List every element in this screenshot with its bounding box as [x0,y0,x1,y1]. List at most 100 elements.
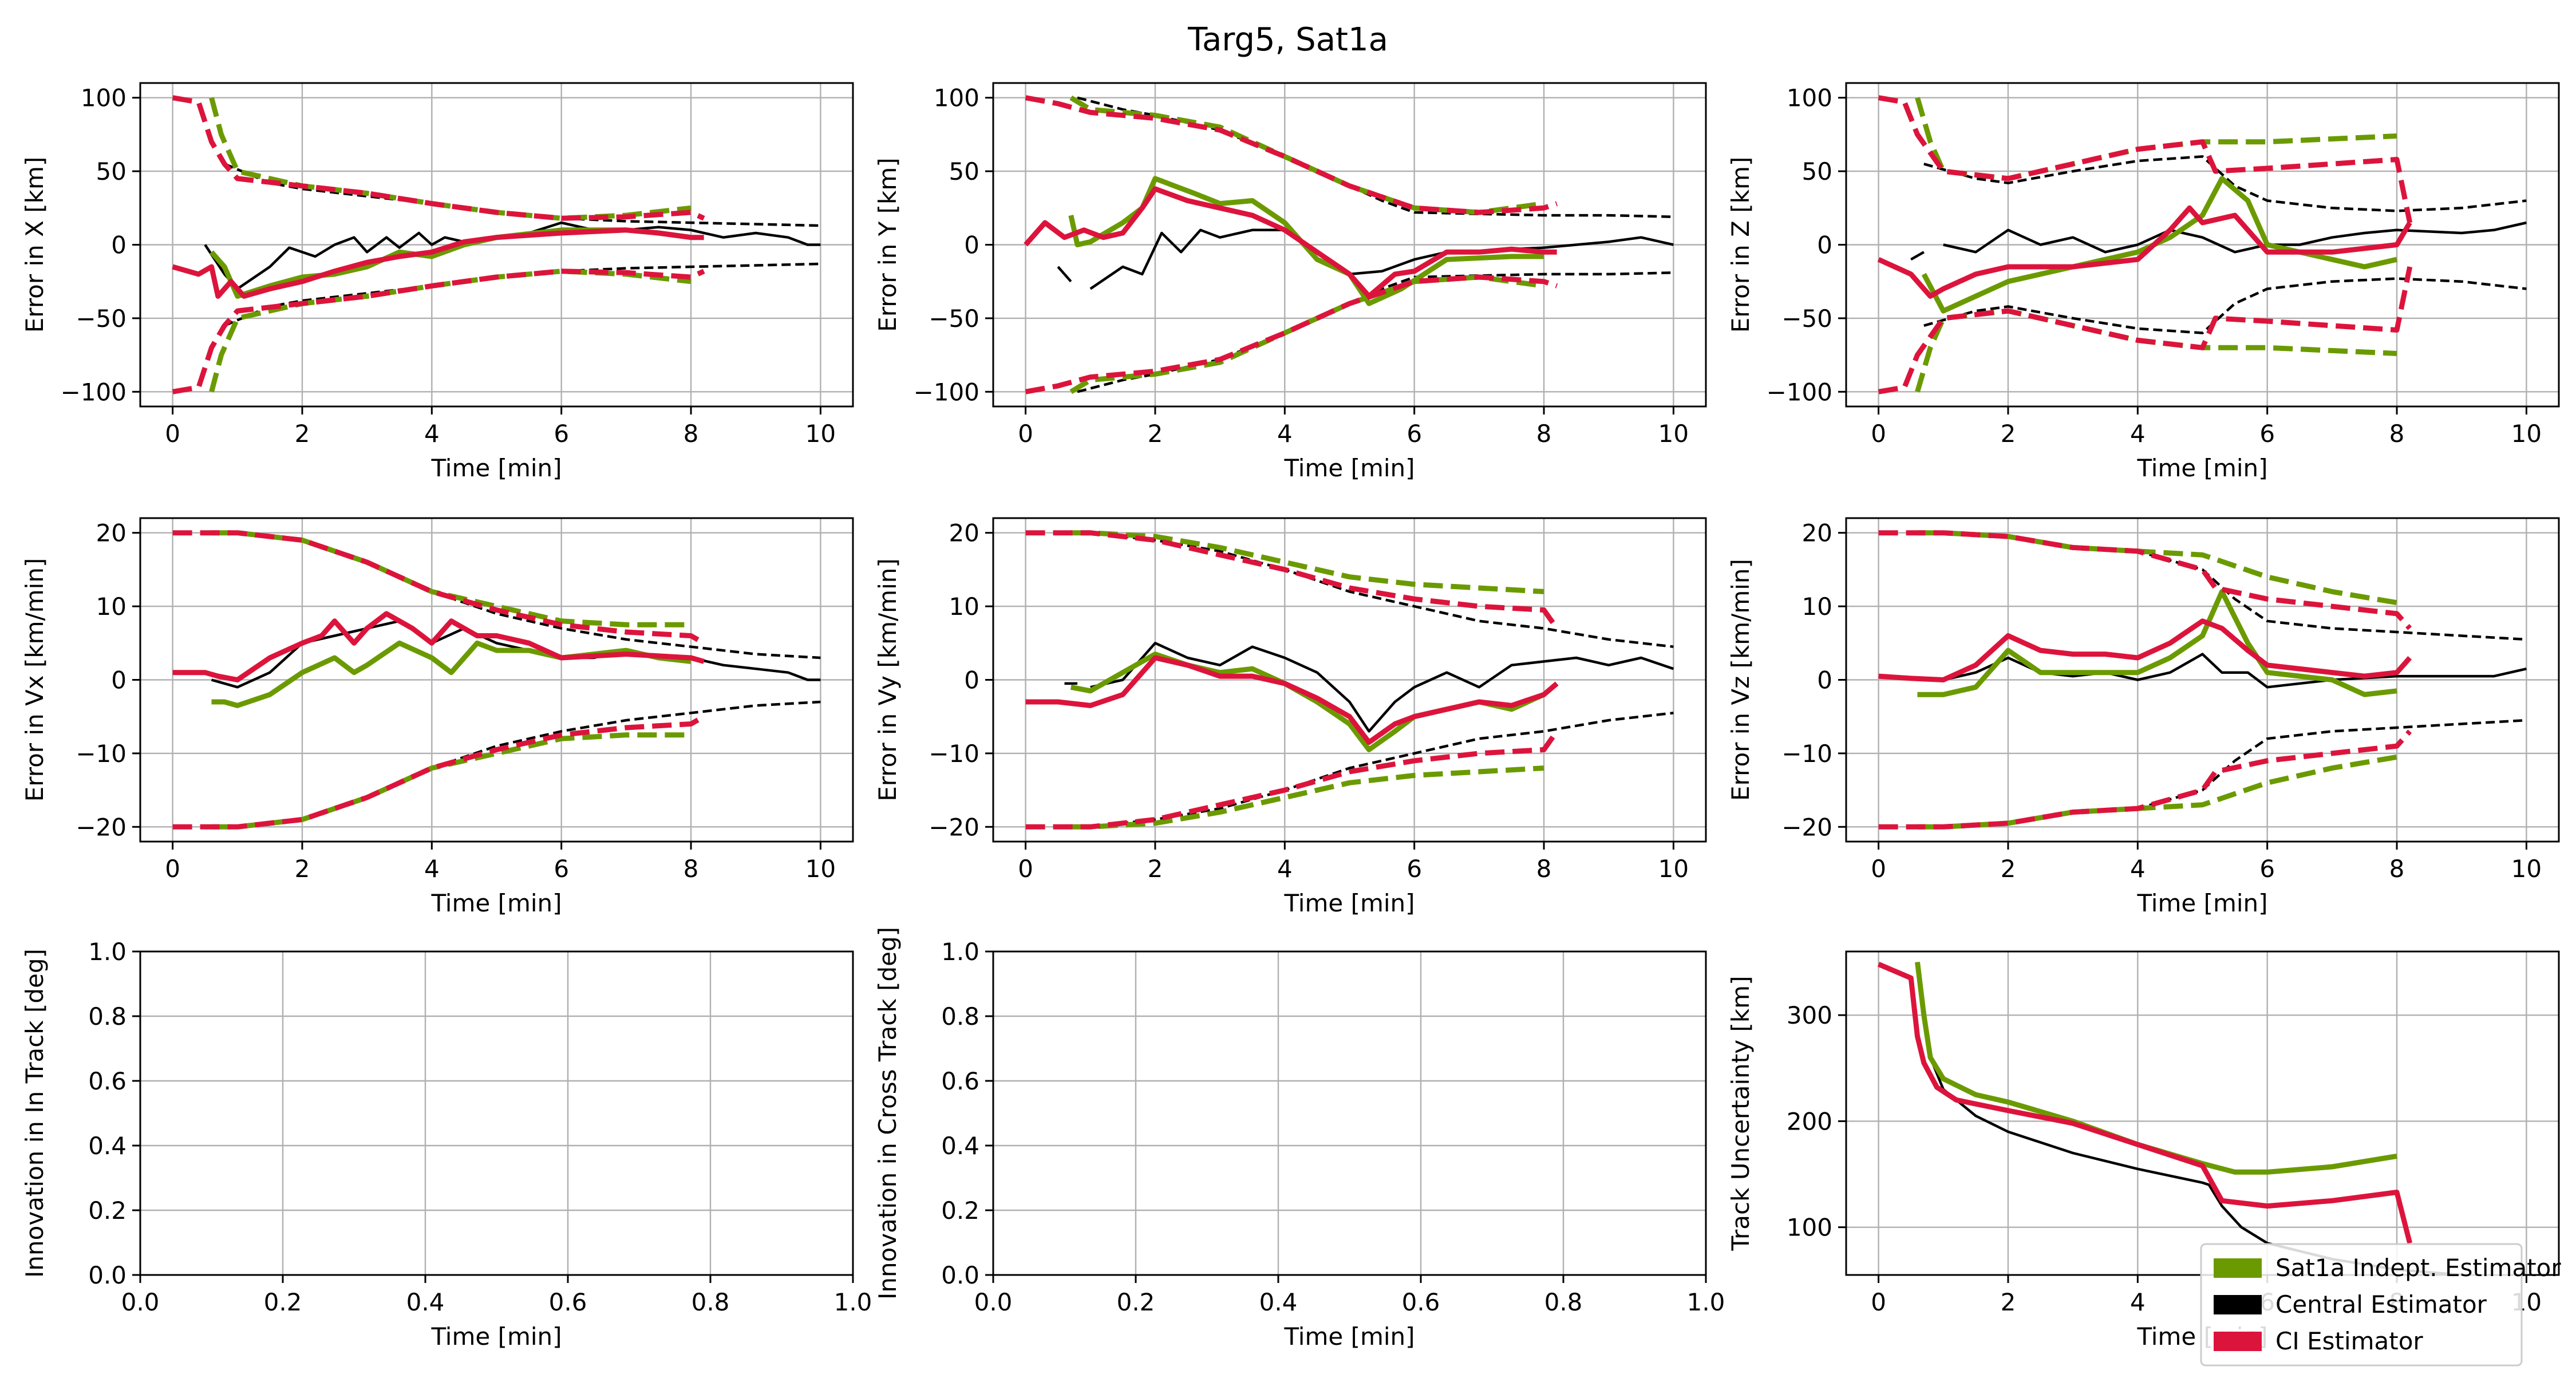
x-tick-label: 6 [2259,855,2275,883]
y-tick-label: −100 [61,378,127,406]
y-tick-label: 0.2 [941,1197,979,1225]
x-tick-label: 4 [2130,420,2146,448]
x-tick-label: 8 [683,855,699,883]
y-tick-label: 0.6 [941,1067,979,1095]
x-tick-label: 0.4 [406,1288,445,1316]
x-tick-label: 4 [1277,420,1293,448]
x-axis-label: Time [min] [430,889,562,917]
y-tick-label: 0 [111,231,127,259]
x-axis-label: Time [min] [2136,454,2267,482]
y-tick-label: 100 [1787,84,1832,112]
y-tick-label: −50 [1781,305,1832,333]
x-axis-label: Time [min] [1283,454,1415,482]
series-line-4 [1917,589,2397,697]
y-tick-label: 100 [934,84,979,112]
series-line-8 [1877,205,2412,299]
subplot-vy: 0 2 4 6 8 10 −20 −10 0 10 20 Time [min] Error in Vy … [874,517,1707,917]
x-tick-label: 0.4 [1259,1288,1298,1316]
y-tick-label: 0.6 [88,1067,127,1095]
series-line-7 [172,611,705,682]
x-tick-label: 4 [424,420,440,448]
y-tick-label: −50 [76,305,127,333]
series-line-3 [1917,718,2527,828]
series-group [172,530,821,830]
x-tick-label: 0 [1871,420,1886,448]
x-axis-label: Time [min] [2136,889,2267,917]
y-tick-label: 0.2 [88,1197,127,1225]
x-tick-label: 8 [683,420,699,448]
series-line-9 [1025,530,1559,630]
y-tick-label: −20 [76,813,127,841]
y-tick-label: 0.0 [941,1261,979,1289]
series-line-9 [1025,95,1558,215]
series-group [172,95,821,394]
y-tick-label: 50 [96,157,127,185]
legend-label: CI Estimator [2275,1327,2423,1355]
series-group [1877,95,2527,394]
x-tick-label: 2 [295,420,310,448]
series-line-1 [1057,266,1072,283]
x-tick-label: 8 [1536,420,1552,448]
y-axis-label: Innovation in In Track [deg] [21,949,49,1278]
y-tick-label: 20 [96,519,127,547]
series-group [1878,530,2527,830]
y-tick-label: −10 [76,740,127,768]
x-tick-label: 2 [2001,420,2016,448]
x-tick-label: 1.0 [834,1288,872,1316]
x-tick-label: 0.6 [1402,1288,1440,1316]
x-tick-label: 0.6 [549,1288,587,1316]
x-axis-label: Time [min] [1283,889,1415,917]
series-line-3 [1877,962,2413,1244]
y-tick-label: 10 [96,593,127,621]
x-tick-label: 8 [1536,855,1552,883]
x-tick-label: 0 [165,420,180,448]
x-tick-label: 6 [554,420,569,448]
series-line-1 [204,221,821,290]
axes-frame [139,950,854,1276]
x-tick-label: 0 [1871,855,1886,883]
subplot-y: 0 2 4 6 8 10 −100 −50 0 50 100 Time [min] Error in Y… [874,82,1707,482]
subplot-vz: 0 2 4 6 8 10 −20 −10 0 10 20 Time [min] Error in Vz … [1726,517,2560,917]
y-tick-label: 0 [1817,231,1832,259]
series-line-5 [211,530,691,627]
x-tick-label: 8 [2389,420,2405,448]
legend-swatch [2214,1332,2262,1351]
y-tick-label: 20 [1802,519,1832,547]
x-tick-label: 10 [1658,855,1689,883]
y-tick-label: −20 [929,813,979,841]
series-line-9 [1878,95,2413,223]
series-group [1025,530,1674,830]
x-tick-label: 4 [2130,855,2146,883]
series-line-8 [1025,655,1559,745]
x-tick-label: 6 [554,855,569,883]
x-tick-label: 6 [1406,420,1422,448]
x-tick-label: 1.0 [1687,1288,1725,1316]
series-line-6 [1069,95,1544,215]
y-tick-label: 0 [964,231,979,259]
series-line-9 [172,714,705,830]
y-tick-label: 50 [1802,157,1832,185]
y-tick-label: 20 [949,519,979,547]
series-line-7 [1878,618,2412,682]
x-tick-label: 10 [805,855,836,883]
y-axis-label: Error in Z [km] [1726,157,1755,333]
x-tick-label: 6 [1406,855,1422,883]
y-tick-label: 1.0 [941,938,979,966]
series-line-5 [209,97,692,221]
series-line-8 [172,95,705,221]
series-group [1024,95,1674,394]
x-axis-label: Time [min] [430,1322,562,1351]
series-line-10 [1878,266,2413,394]
y-tick-label: 10 [949,593,979,621]
y-axis-label: Innovation in Cross Track [deg] [874,927,902,1300]
x-tick-label: 2 [2001,1288,2016,1316]
subplot-crosstrack: 0.0 0.2 0.4 0.6 0.8 1.0 0.0 0.2 0.4 0.6 0.8 1.0 Time… [874,927,1725,1351]
y-tick-label: 0 [1817,666,1832,694]
series-line-9 [172,269,705,394]
y-tick-label: 0.4 [941,1132,979,1160]
series-line-6 [1915,97,2397,181]
y-tick-label: 100 [1787,1214,1832,1242]
y-axis-label: Track Uncertainty [km] [1726,976,1755,1251]
x-tick-label: 0.0 [121,1288,160,1316]
